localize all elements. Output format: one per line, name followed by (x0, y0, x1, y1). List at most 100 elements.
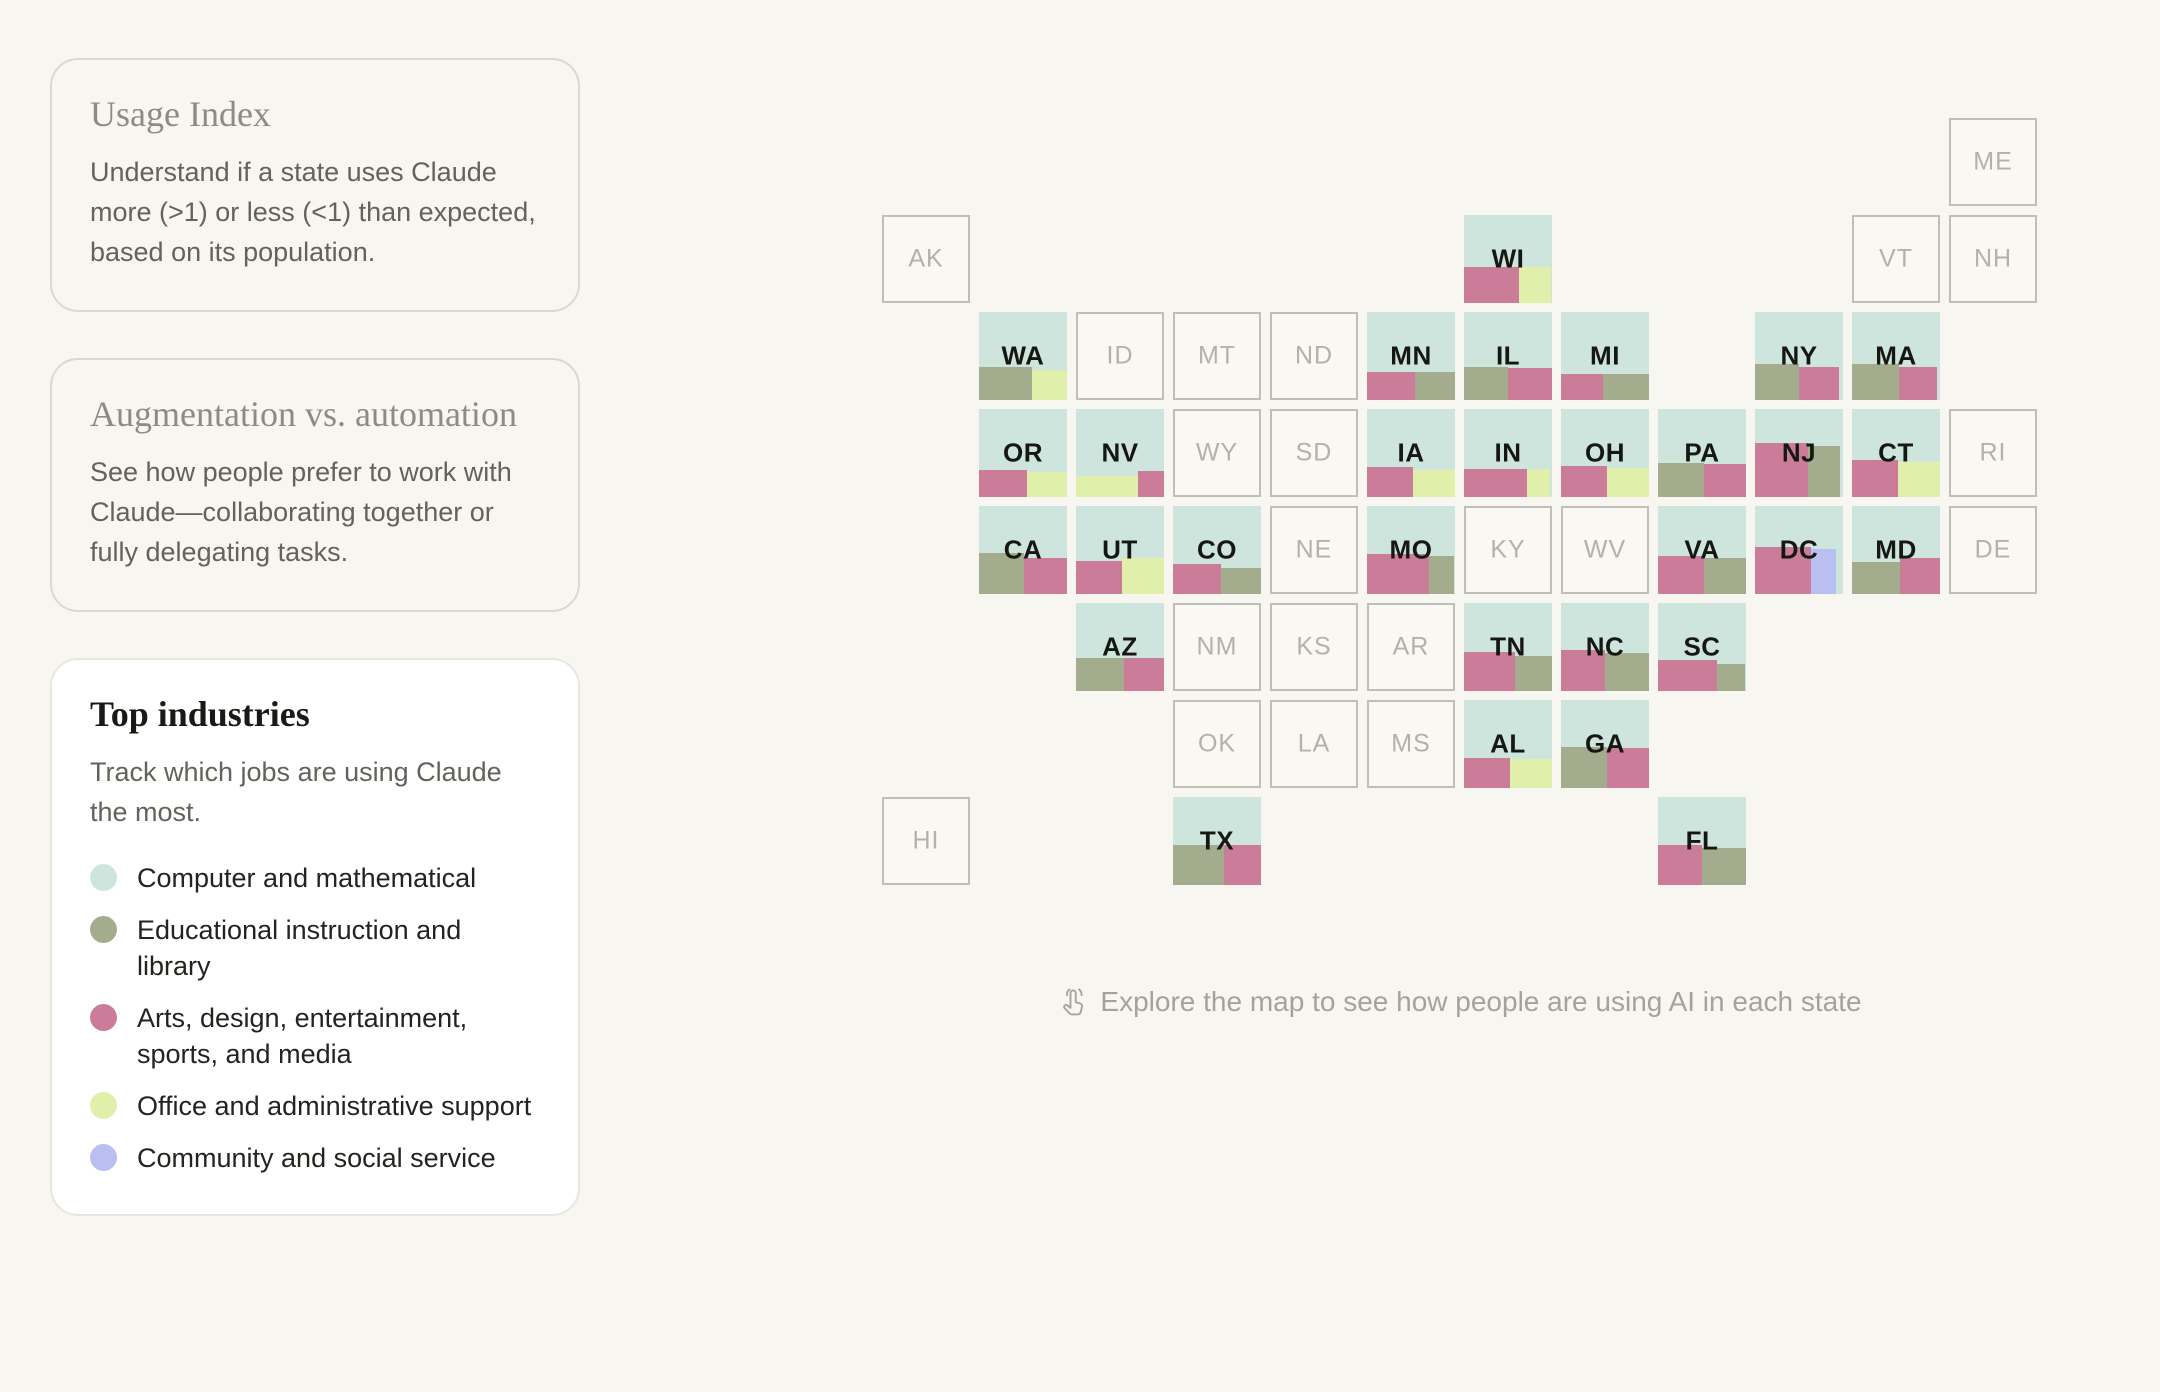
computer-color-dot (90, 864, 117, 891)
card-augmentation-automation-title: Augmentation vs. automation (90, 394, 517, 434)
state-abbr: NM (1196, 632, 1238, 661)
state-tile-IA[interactable]: IA (1367, 409, 1455, 497)
state-tile-FL[interactable]: FL (1658, 797, 1746, 885)
state-abbr: HI (912, 826, 940, 855)
state-tile-NY[interactable]: NY (1755, 312, 1843, 400)
state-tile-VT: VT (1852, 215, 1940, 303)
state-tile-CO[interactable]: CO (1173, 506, 1261, 594)
state-abbr: ID (1106, 341, 1134, 370)
state-tile-TN[interactable]: TN (1464, 603, 1552, 691)
industry-block-education (1702, 848, 1746, 885)
industry-block-education (1464, 366, 1508, 400)
industry-block-arts (1464, 468, 1528, 497)
industry-block-arts (1464, 758, 1510, 788)
state-abbr: DC (1779, 534, 1819, 565)
state-abbr: WA (1001, 340, 1045, 371)
industry-block-arts (1606, 748, 1649, 788)
state-tile-VA[interactable]: VA (1658, 506, 1746, 594)
legend-item-office: Office and administrative support (90, 1088, 542, 1124)
state-tile-MI[interactable]: MI (1561, 312, 1649, 400)
state-tile-HI: HI (882, 797, 970, 885)
state-tile-NV[interactable]: NV (1076, 409, 1164, 497)
state-tile-SD: SD (1270, 409, 1358, 497)
state-abbr: ND (1294, 341, 1334, 370)
industry-block-community (1811, 549, 1836, 594)
state-tile-AZ[interactable]: AZ (1076, 603, 1164, 691)
arts-color-dot (90, 1004, 117, 1031)
state-tile-NC[interactable]: NC (1561, 603, 1649, 691)
industry-block-education (1807, 445, 1841, 497)
industry-block-arts (1173, 564, 1222, 594)
state-tile-MT: MT (1173, 312, 1261, 400)
state-tile-ID: ID (1076, 312, 1164, 400)
state-tile-MN[interactable]: MN (1367, 312, 1455, 400)
legend-item-computer: Computer and mathematical (90, 860, 542, 896)
state-tile-AK: AK (882, 215, 970, 303)
state-tile-IN[interactable]: IN (1464, 409, 1552, 497)
state-tile-GA[interactable]: GA (1561, 700, 1649, 788)
state-tile-WA[interactable]: WA (979, 312, 1067, 400)
card-top-industries-title: Top industries (90, 694, 310, 734)
industry-block-education (1603, 373, 1649, 400)
state-tile-MA[interactable]: MA (1852, 312, 1940, 400)
industry-block-education (1415, 371, 1455, 400)
legend-item-arts: Arts, design, entertainment, sports, and… (90, 1000, 542, 1072)
card-usage-index[interactable]: Usage Index Understand if a state uses C… (50, 58, 580, 312)
state-tile-WY: WY (1173, 409, 1261, 497)
industry-block-arts (1367, 371, 1416, 400)
legend-label: Arts, design, entertainment, sports, and… (137, 1003, 468, 1069)
state-tile-TX[interactable]: TX (1173, 797, 1261, 885)
state-abbr: RI (1979, 438, 2007, 467)
card-top-industries[interactable]: Top industries Track which jobs are usin… (50, 658, 580, 1216)
state-tile-AL[interactable]: AL (1464, 700, 1552, 788)
industry-block-arts (1755, 443, 1808, 497)
state-abbr: WI (1491, 243, 1525, 274)
tap-hand-icon (1063, 988, 1084, 1016)
state-tile-MS: MS (1367, 700, 1455, 788)
state-tile-UT[interactable]: UT (1076, 506, 1164, 594)
map-hint-text: Explore the map to see how people are us… (1100, 986, 1862, 1017)
state-tile-CT[interactable]: CT (1852, 409, 1940, 497)
industry-block-office (1897, 461, 1940, 497)
industry-block-education (1561, 746, 1607, 788)
state-abbr: MO (1389, 534, 1433, 565)
state-abbr: MN (1390, 340, 1432, 371)
state-tile-WI[interactable]: WI (1464, 215, 1552, 303)
industry-block-arts (1023, 557, 1067, 594)
state-tile-NJ[interactable]: NJ (1755, 409, 1843, 497)
state-tile-MO[interactable]: MO (1367, 506, 1455, 594)
legend-label: Community and social service (137, 1143, 496, 1173)
state-tile-CA[interactable]: CA (979, 506, 1067, 594)
industry-block-arts (1124, 658, 1164, 691)
card-augmentation-automation[interactable]: Augmentation vs. automation See how peop… (50, 358, 580, 612)
industry-block-arts (1367, 467, 1413, 497)
state-tile-MD[interactable]: MD (1852, 506, 1940, 594)
industry-block-education (1515, 655, 1552, 691)
industry-block-education (1605, 653, 1649, 691)
industry-block-education (1076, 658, 1125, 691)
state-abbr: NH (1973, 244, 2013, 273)
card-usage-index-title: Usage Index (90, 94, 271, 134)
state-tile-OR[interactable]: OR (979, 409, 1067, 497)
industry-block-arts (1464, 266, 1520, 303)
state-tile-PA[interactable]: PA (1658, 409, 1746, 497)
state-tile-NH: NH (1949, 215, 2037, 303)
state-tile-ME: ME (1949, 118, 2037, 206)
state-tile-OH[interactable]: OH (1561, 409, 1649, 497)
industry-block-office (1027, 472, 1067, 497)
industry-block-arts (1658, 844, 1702, 885)
state-abbr: UT (1102, 534, 1138, 565)
industry-block-education (1852, 562, 1901, 594)
industry-block-arts (1799, 366, 1839, 400)
state-tile-SC[interactable]: SC (1658, 603, 1746, 691)
state-abbr: CO (1197, 534, 1237, 565)
state-tile-KS: KS (1270, 603, 1358, 691)
state-tile-OK: OK (1173, 700, 1261, 788)
state-abbr: PA (1684, 437, 1720, 468)
state-tile-DC[interactable]: DC (1755, 506, 1843, 594)
state-tile-IL[interactable]: IL (1464, 312, 1552, 400)
state-abbr: NE (1295, 535, 1333, 564)
industry-block-arts (1561, 373, 1604, 400)
industry-block-office (1509, 758, 1552, 788)
